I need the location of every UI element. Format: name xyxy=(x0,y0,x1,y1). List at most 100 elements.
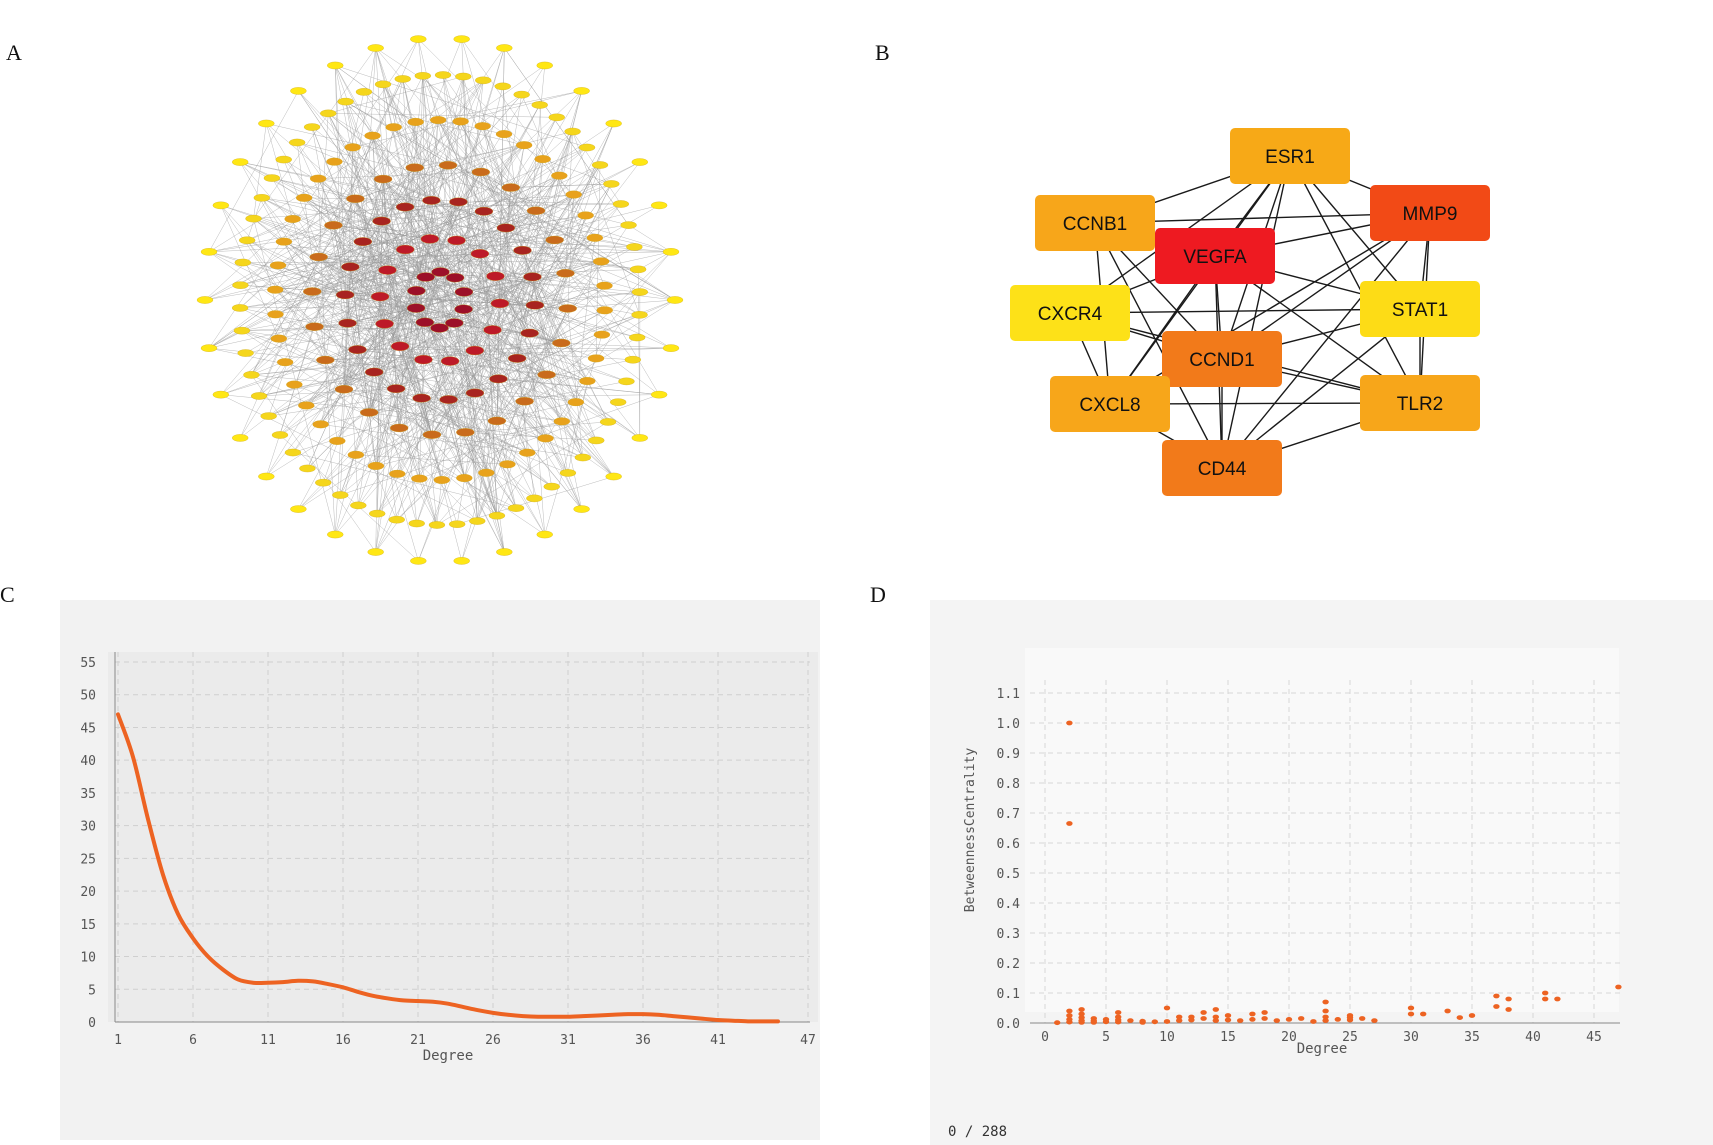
network-node xyxy=(593,330,611,339)
network-edge xyxy=(399,308,568,429)
network-node xyxy=(243,371,260,379)
network-edge xyxy=(350,47,505,268)
network-edge xyxy=(253,218,346,295)
network-edge xyxy=(317,178,401,347)
x-tick-label: 21 xyxy=(410,1033,426,1048)
network-edge xyxy=(404,80,484,208)
network-node xyxy=(537,434,554,443)
y-tick-label: 0.4 xyxy=(997,897,1021,912)
network-edge xyxy=(318,256,424,360)
scatter-point xyxy=(1212,1018,1219,1023)
network-node xyxy=(416,272,435,282)
network-edge xyxy=(483,104,540,212)
network-node xyxy=(373,174,393,184)
network-node xyxy=(334,385,354,394)
hub-edge xyxy=(1221,155,1291,469)
network-node xyxy=(234,258,251,267)
scatter-point xyxy=(1322,999,1329,1005)
network-edge xyxy=(318,256,605,286)
network-edge xyxy=(266,123,356,199)
network-edge xyxy=(266,198,356,477)
network-edge xyxy=(253,218,417,291)
network-edge xyxy=(431,121,461,201)
network-node xyxy=(415,317,435,327)
network-edge xyxy=(357,347,671,350)
x-tick-label: 20 xyxy=(1281,1030,1297,1045)
network-edge xyxy=(328,113,417,291)
network-node xyxy=(434,71,452,79)
network-node xyxy=(453,557,470,565)
network-node xyxy=(445,273,465,283)
network-edge xyxy=(431,76,464,435)
network-node xyxy=(489,374,508,384)
ppi-network xyxy=(196,35,684,565)
network-edge xyxy=(312,75,424,292)
network-edge xyxy=(454,86,504,278)
network-edge xyxy=(204,144,525,301)
network-node xyxy=(367,548,384,556)
network-edge xyxy=(441,374,547,481)
network-edge xyxy=(320,290,417,425)
network-node xyxy=(433,476,451,484)
chart-ticks: 0.0 0.1 0.2 0.3 0.4 0.5 0.6 0.7 0.8 0.9 1.0 1.1 0 5 10… xyxy=(997,687,1620,1045)
hub-gene-network: ESR1 MMP9 CCNB1 VEGFA CXCR4 STAT1 CCND1 CXCL8 TL… xyxy=(1010,128,1490,496)
network-node xyxy=(556,269,575,278)
network-edge xyxy=(239,225,334,309)
scatter-point xyxy=(1407,1005,1415,1011)
network-edge xyxy=(529,310,605,334)
network-node xyxy=(355,88,373,96)
scatter-point xyxy=(1200,1010,1207,1015)
y-tick-label: 0.5 xyxy=(997,867,1020,882)
scatter-point xyxy=(1054,1020,1061,1026)
network-node xyxy=(447,235,466,246)
scatter-point xyxy=(1249,1017,1256,1022)
network-node xyxy=(537,370,556,379)
network-edge xyxy=(496,337,638,422)
y-tick-label: 15 xyxy=(80,918,96,933)
network-edge xyxy=(333,225,370,413)
network-edge xyxy=(294,276,533,385)
network-node xyxy=(618,377,635,386)
scatter-point xyxy=(1298,1016,1305,1021)
network-node xyxy=(465,388,485,398)
scatter-point xyxy=(1371,1018,1378,1023)
network-edge xyxy=(240,249,406,286)
network-edge xyxy=(505,227,528,453)
x-tick-label: 41 xyxy=(710,1033,726,1048)
network-edge xyxy=(529,333,545,535)
scatter-point xyxy=(1102,1019,1110,1025)
network-node xyxy=(390,341,410,351)
network-edge xyxy=(447,165,456,278)
network-edge xyxy=(499,303,584,458)
network-node xyxy=(258,472,275,481)
scatter-point xyxy=(1249,1011,1256,1017)
network-node xyxy=(558,304,577,313)
x-tick-label: 40 xyxy=(1525,1030,1541,1045)
network-edge xyxy=(575,237,596,403)
network-edge xyxy=(567,308,584,458)
network-edge xyxy=(298,90,455,324)
network-edge xyxy=(335,65,348,324)
network-edge xyxy=(431,276,533,435)
network-edge xyxy=(480,171,555,241)
network-node xyxy=(438,161,458,170)
hub-node-cxcl8: CXCL8 xyxy=(1050,376,1170,432)
chart-grid xyxy=(115,652,810,1023)
x-tick-label: 10 xyxy=(1159,1030,1175,1045)
network-node xyxy=(245,214,262,223)
network-edge xyxy=(275,271,441,290)
network-edge xyxy=(208,276,533,349)
network-edge xyxy=(483,211,546,439)
y-tick-label: 20 xyxy=(80,885,96,900)
network-node xyxy=(428,521,446,529)
network-edge xyxy=(275,147,353,290)
network-edge xyxy=(517,291,640,359)
network-edge xyxy=(431,183,612,435)
network-node xyxy=(548,113,565,122)
hub-edge xyxy=(1094,222,1223,469)
x-tick-label: 47 xyxy=(800,1033,816,1048)
network-node xyxy=(275,237,293,246)
network-edge xyxy=(241,327,440,331)
hub-edge xyxy=(1221,212,1431,469)
x-tick-label: 6 xyxy=(189,1033,197,1048)
